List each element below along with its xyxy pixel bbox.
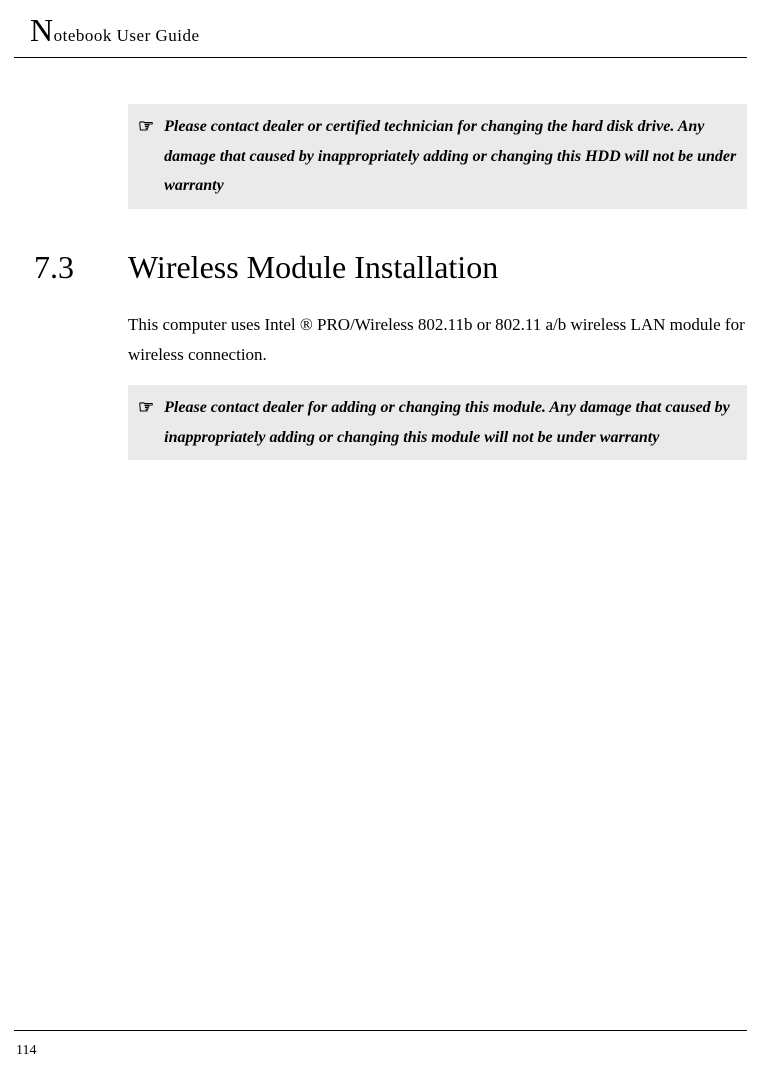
pointing-hand-icon: ☞ — [138, 395, 154, 420]
section-heading: 7.3 Wireless Module Installation — [34, 249, 747, 286]
note-text-hdd: Please contact dealer or certified techn… — [164, 112, 737, 201]
content-area: ☞ Please contact dealer or certified tec… — [0, 58, 761, 460]
page-number: 114 — [14, 1043, 747, 1059]
note-text-wireless: Please contact dealer for adding or chan… — [164, 393, 737, 452]
header-title-rest: otebook User Guide — [54, 26, 200, 45]
body-paragraph: This computer uses Intel ® PRO/Wireless … — [128, 310, 747, 371]
section-number: 7.3 — [34, 249, 128, 286]
page-header: Notebook User Guide — [14, 0, 747, 58]
note-box-hdd: ☞ Please contact dealer or certified tec… — [128, 104, 747, 209]
pointing-hand-icon: ☞ — [138, 114, 154, 139]
drop-cap: N — [30, 12, 54, 48]
header-title: Notebook User Guide — [30, 12, 747, 49]
note-row: ☞ Please contact dealer or certified tec… — [138, 112, 737, 201]
page-footer: 114 — [14, 1030, 747, 1059]
section-title: Wireless Module Installation — [128, 249, 498, 286]
note-box-wireless: ☞ Please contact dealer for adding or ch… — [128, 385, 747, 460]
note-row: ☞ Please contact dealer for adding or ch… — [138, 393, 737, 452]
